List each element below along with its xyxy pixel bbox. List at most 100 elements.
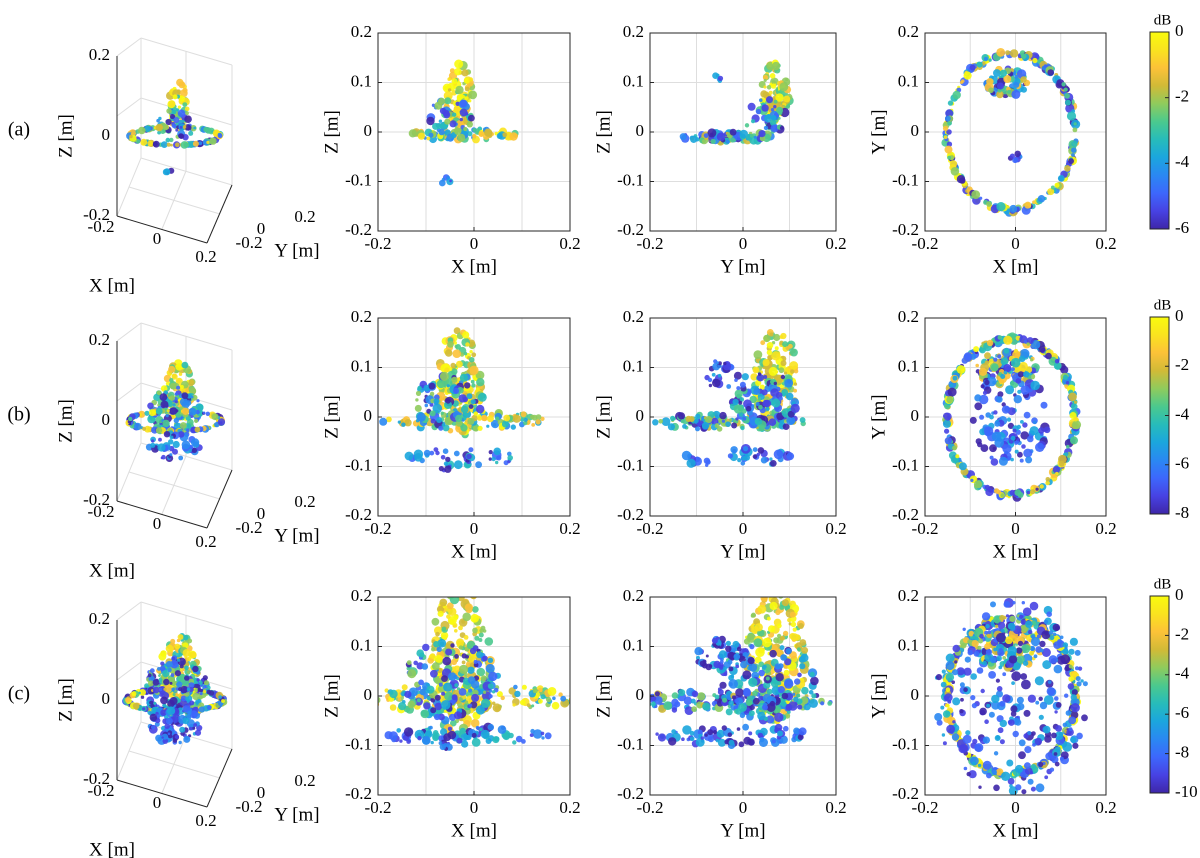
- subplot-yz-2: -0.2 0 0.20.20.10-0.1-0.2Y [m]Z [m]: [593, 586, 846, 841]
- scatter-point: [730, 674, 735, 678]
- scatter-point: [1038, 427, 1045, 434]
- scatter-point: [172, 94, 178, 100]
- scatter-point: [777, 730, 783, 737]
- scatter-point: [1000, 357, 1009, 366]
- x-axis-label: Y [m]: [720, 256, 765, 277]
- scatter-point: [155, 123, 164, 132]
- scatter-point: [447, 340, 454, 348]
- scatter-point: [185, 111, 189, 116]
- scatter-point: [650, 702, 652, 707]
- scatter-point: [728, 700, 734, 706]
- scatter-point: [997, 335, 1003, 340]
- scatter-point: [438, 119, 443, 123]
- scatter-point: [779, 735, 788, 744]
- scatter-point: [1014, 440, 1019, 445]
- scatter-point: [952, 375, 958, 381]
- x-tick-label: 0: [153, 793, 162, 812]
- scatter-point: [465, 342, 470, 347]
- scatter-point: [147, 680, 154, 687]
- scatter-point: [745, 699, 753, 706]
- scatter-point: [477, 392, 487, 402]
- scatter-point: [455, 344, 461, 350]
- y-tick-label: -0.2: [236, 518, 263, 537]
- scatter-point: [794, 678, 801, 685]
- scatter-point: [768, 366, 778, 376]
- scatter-point: [444, 118, 451, 125]
- scatter-point: [760, 340, 766, 346]
- x-tick-label: 0: [1011, 234, 1020, 253]
- scatter-point: [743, 736, 752, 745]
- scatter-point: [514, 690, 521, 698]
- scatter-point: [415, 398, 419, 402]
- scatter-point: [766, 342, 774, 349]
- scatter-point: [463, 412, 468, 417]
- scatter-point: [1010, 435, 1016, 441]
- scatter-point: [203, 126, 209, 133]
- scatter-point: [739, 397, 745, 402]
- scatter-point: [760, 597, 768, 602]
- scatter-point: [147, 140, 153, 147]
- scatter-point: [783, 95, 791, 103]
- scatter-point: [625, 697, 630, 702]
- scatter-point: [147, 402, 154, 410]
- scatter-point: [745, 405, 752, 412]
- scatter-point: [1061, 82, 1066, 87]
- scatter-point: [423, 702, 431, 710]
- scatter-point: [169, 697, 178, 705]
- scatter-point: [193, 723, 198, 727]
- scatter-point: [1064, 93, 1070, 99]
- scatter-point: [1024, 201, 1032, 209]
- scatter-point: [540, 694, 546, 700]
- scatter-point: [434, 654, 443, 663]
- scatter-point: [500, 695, 505, 701]
- scatter-point: [439, 371, 449, 381]
- scatter-point: [475, 461, 482, 469]
- scatter-point: [944, 145, 953, 154]
- scatter-point: [974, 402, 983, 411]
- subplot-xy-0: -0.2 0 0.20.20.10-0.1-0.2X [m]Y [m]: [868, 22, 1116, 277]
- scatter-point: [174, 400, 178, 404]
- scatter-point: [170, 660, 179, 669]
- scatter-point: [453, 460, 463, 470]
- scatter-point: [768, 418, 777, 427]
- scatter-point: [945, 115, 951, 122]
- scatter-point: [192, 692, 200, 701]
- scatter-point: [727, 651, 736, 660]
- scatter-point: [469, 597, 478, 600]
- scatter-point: [770, 679, 779, 688]
- scatter-point: [763, 334, 771, 343]
- z-tick-label: 0: [102, 689, 111, 708]
- scatter-point: [523, 417, 528, 422]
- y-tick-label: -0.2: [617, 505, 644, 524]
- scatter-point: [551, 701, 560, 710]
- scatter-point: [166, 706, 176, 715]
- x-tick-label: 0: [739, 798, 748, 817]
- scatter-point: [1012, 428, 1017, 433]
- scatter-point: [681, 450, 692, 461]
- scatter-point: [208, 690, 215, 696]
- subplot-3d-2: -0.200.2-0.200.2-0.200.2X [m]Y [m]Z [m]: [55, 601, 320, 858]
- scatter-point: [774, 712, 784, 722]
- scatter-point: [760, 456, 768, 464]
- scatter-point: [703, 133, 709, 139]
- scatter-point: [155, 416, 164, 424]
- scatter-point: [428, 382, 436, 390]
- scatter-point: [172, 738, 178, 743]
- scatter-point: [726, 384, 732, 389]
- scatter-point: [462, 612, 472, 622]
- x-tick-label: 0.2: [195, 532, 216, 551]
- scatter-point: [984, 352, 991, 360]
- scatter-point: [173, 417, 179, 424]
- scatter-point: [950, 383, 954, 387]
- scatter-point: [165, 717, 173, 725]
- scatter-point: [490, 419, 500, 429]
- scatter-point: [444, 97, 452, 105]
- scatter-point: [717, 738, 726, 747]
- y-tick-label: -0.2: [236, 233, 263, 252]
- scatter-point: [176, 78, 184, 87]
- scatter-point: [176, 698, 181, 703]
- scatter-point: [738, 741, 745, 748]
- scatter-point: [152, 679, 160, 686]
- scatter-point: [150, 725, 156, 730]
- scatter-point: [770, 83, 777, 89]
